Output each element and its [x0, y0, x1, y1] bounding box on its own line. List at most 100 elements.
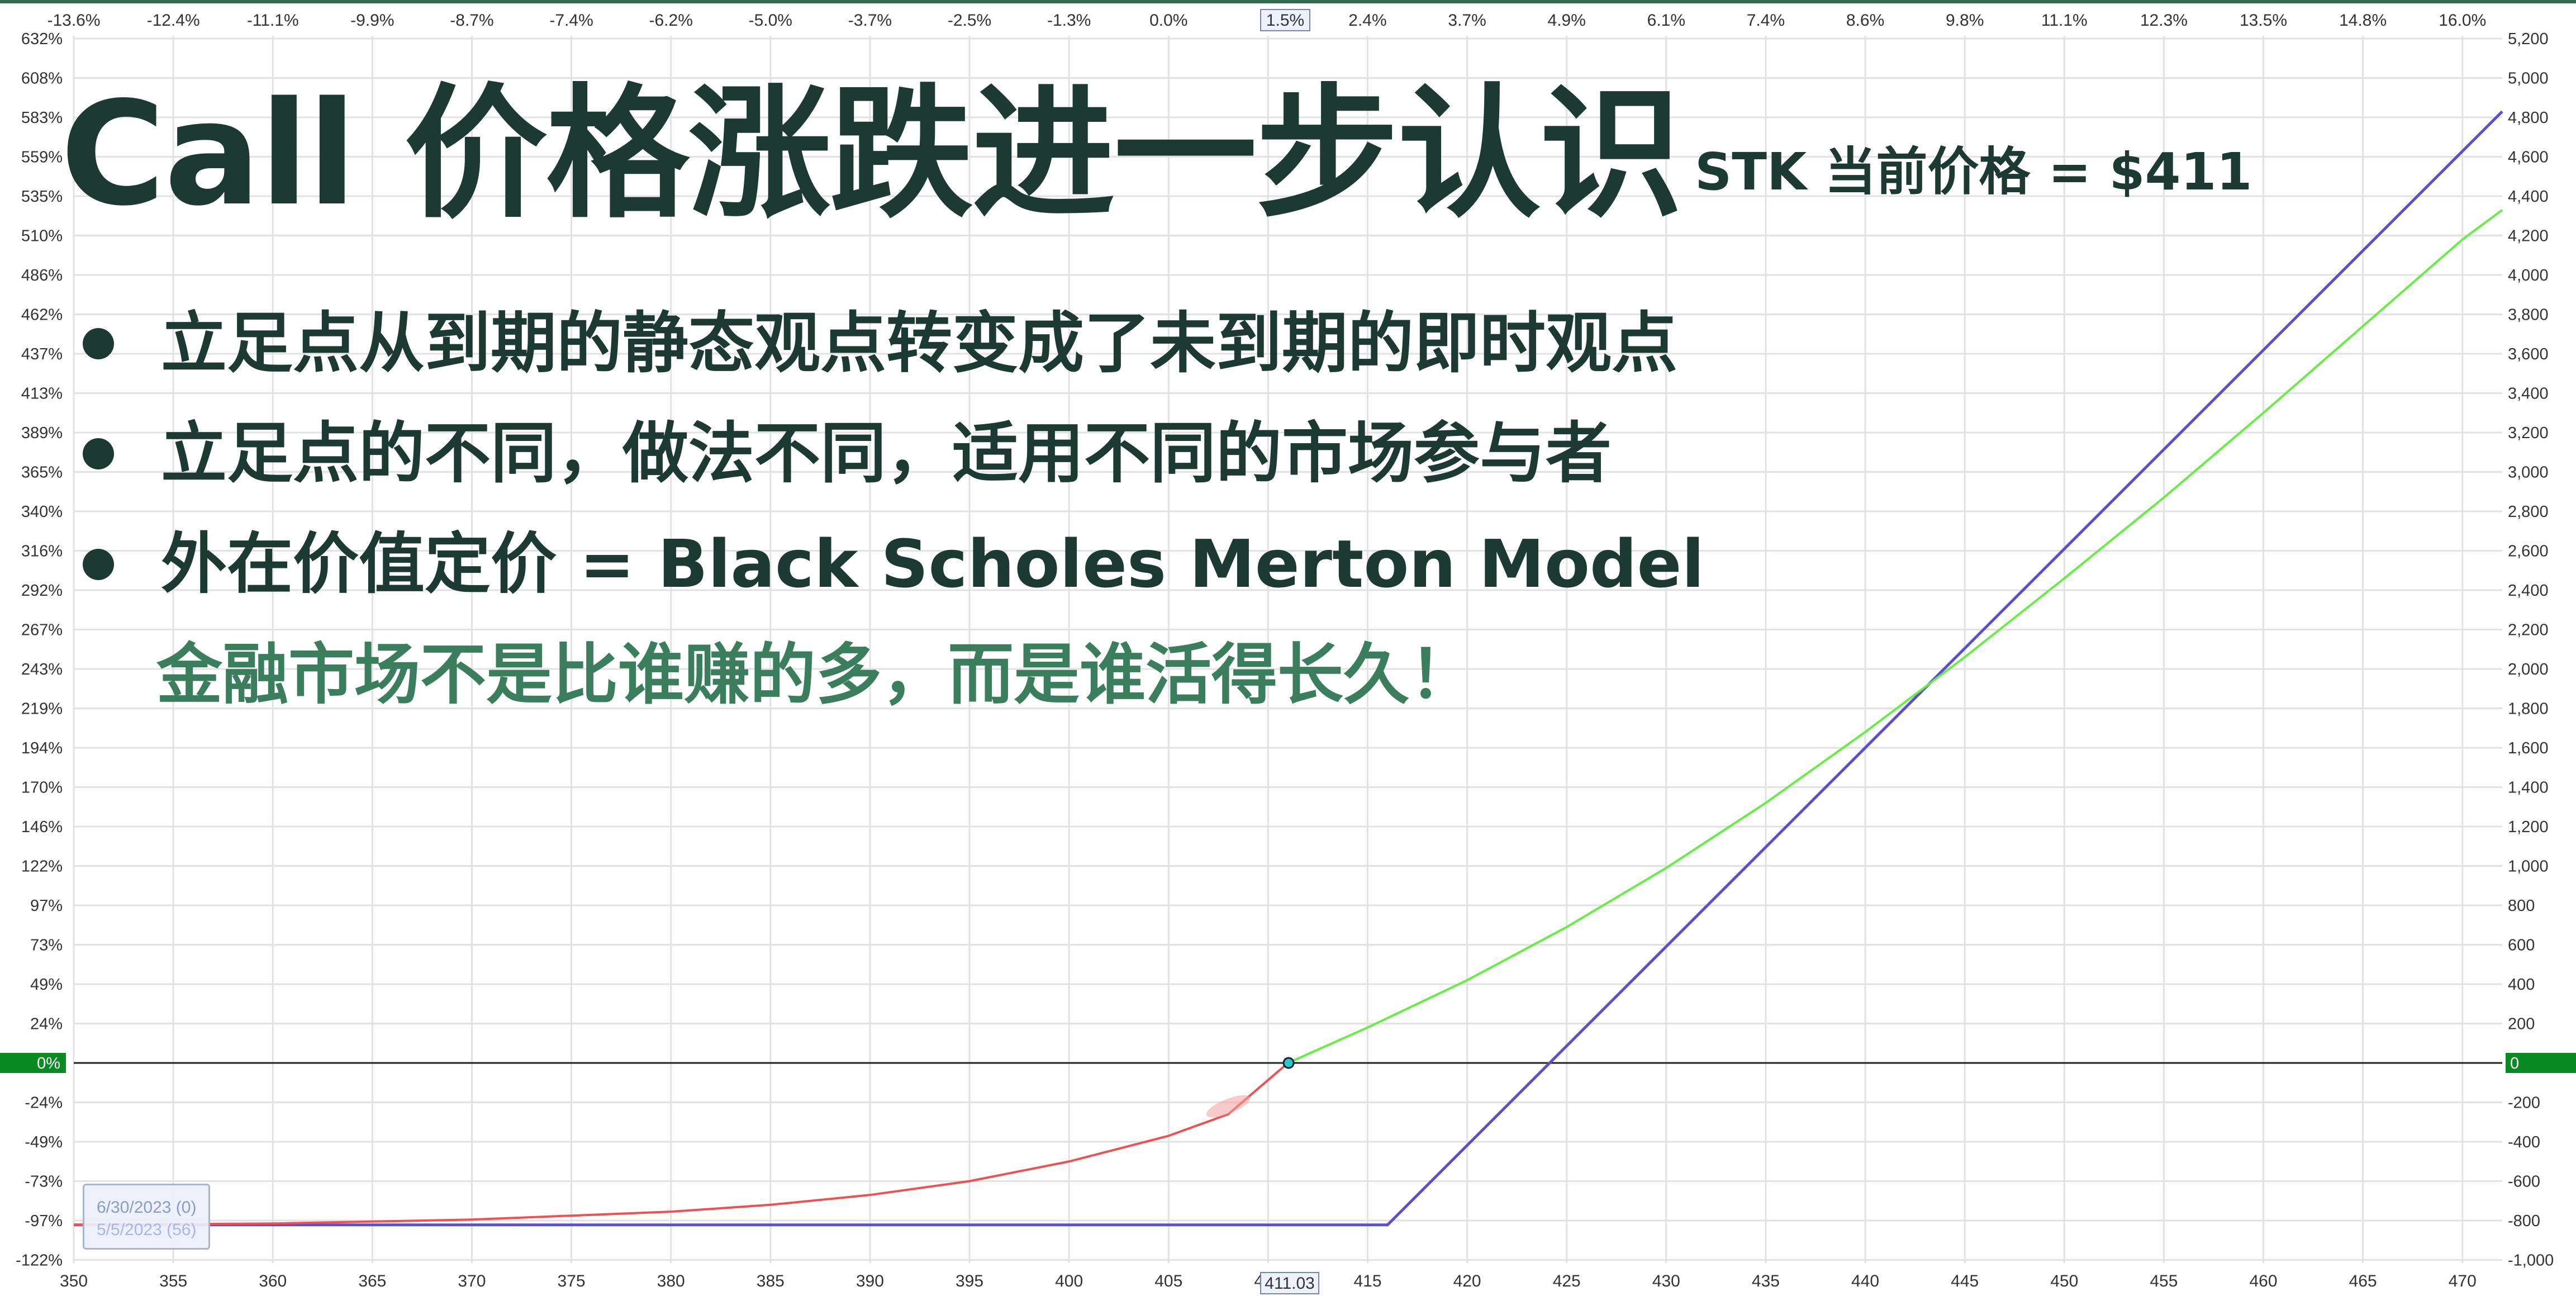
y-left-tick-label: 122% [21, 858, 63, 876]
y-left-tick-label: 437% [21, 345, 63, 363]
bullet-dot-icon [83, 548, 114, 580]
top-tick-label: 0.0% [1149, 11, 1187, 30]
top-border [0, 0, 2576, 3]
y-left-zero-label: 0% [37, 1055, 60, 1072]
y-left-tick-label: -24% [25, 1094, 63, 1112]
x-tick-label: 375 [558, 1272, 586, 1290]
y-left-tick-label: -49% [25, 1133, 63, 1151]
x-tick-label: 385 [757, 1272, 785, 1290]
y-right-tick-label: -400 [2508, 1133, 2540, 1151]
x-tick-label: 430 [1652, 1272, 1680, 1290]
x-tick-label: 390 [856, 1272, 884, 1290]
x-tick-label: 455 [2150, 1272, 2178, 1290]
x-tick-label: 460 [2249, 1272, 2277, 1290]
y-left-tick-label: 73% [30, 937, 63, 955]
y-left-tick-label: 219% [21, 700, 63, 718]
cursor-pct-box [1260, 9, 1310, 31]
y-right-tick-label: 2,000 [2508, 661, 2549, 678]
cursor-price-box [1260, 1272, 1320, 1294]
y-right-tick-label: 3,800 [2508, 306, 2549, 324]
top-tick-label: 4.9% [1548, 11, 1586, 30]
top-tick-label: 8.6% [1846, 11, 1884, 30]
y-right-tick-label: 4,400 [2508, 188, 2549, 206]
y-right-tick-label: 2,400 [2508, 582, 2549, 600]
top-tick-label: 3.7% [1448, 11, 1486, 30]
y-right-tick-label: 4,200 [2508, 227, 2549, 245]
y-right-tick-label: -200 [2508, 1094, 2540, 1112]
y-right-tick-label: 400 [2508, 976, 2535, 994]
series-line-expiry [74, 110, 2503, 1227]
y-left-tick-label: 535% [21, 188, 63, 206]
top-tick-label: -11.1% [247, 11, 299, 30]
y-left-tick-label: 510% [21, 227, 63, 245]
x-tick-label: 435 [1752, 1272, 1780, 1290]
top-tick-label: -12.4% [147, 11, 200, 30]
top-tick-label: -3.7% [848, 11, 892, 30]
y-right-tick-label: 2,200 [2508, 621, 2549, 639]
current-price-marker [1282, 1057, 1295, 1069]
y-left-tick-label: 170% [21, 779, 63, 797]
top-tick-label: 14.8% [2339, 11, 2387, 30]
x-tick-label: 445 [1951, 1272, 1979, 1290]
y-right-tick-label: 600 [2508, 937, 2535, 955]
page-title: Call 价格涨跌进一步认识 [60, 71, 1683, 238]
x-tick-label: 465 [2349, 1272, 2377, 1290]
top-tick-label: 7.4% [1747, 11, 1785, 30]
y-left-tick-label: 146% [21, 818, 63, 836]
x-tick-label: 360 [259, 1272, 287, 1290]
series-line-current-loss [73, 1062, 1289, 1226]
y-left-tick-label: 194% [21, 739, 63, 757]
y-right-tick-label: 5,000 [2508, 70, 2549, 88]
y-left-tick-label: 267% [21, 621, 63, 639]
bullet-dot-icon [83, 438, 114, 469]
cursor-price-label: 411.03 [1265, 1274, 1315, 1293]
x-tick-label: 355 [159, 1272, 187, 1290]
y-left-tick-label: 608% [21, 70, 63, 88]
x-tick-label: 450 [2050, 1272, 2078, 1290]
x-tick-label: 470 [2449, 1272, 2477, 1290]
y-right-tick-label: 5,200 [2508, 30, 2549, 48]
y-left-tick-label: 389% [21, 424, 63, 442]
x-tick-label: 370 [458, 1272, 486, 1290]
y-right-tick-label: 2,800 [2508, 503, 2549, 521]
x-tick-label: 395 [956, 1272, 983, 1290]
y-right-tick-label: 3,200 [2508, 424, 2549, 442]
bullet-item: 外在价值定价 = Black Scholes Merton Model [83, 531, 1704, 597]
legend-entry-current: 5/5/2023 (56) [97, 1221, 197, 1239]
x-tick-label: 365 [358, 1272, 386, 1290]
series-line-current-profit [1287, 209, 2503, 1064]
chart-legend[interactable]: 6/30/2023 (0) 5/5/2023 (56) [83, 1184, 210, 1250]
y-right-tick-label: -600 [2508, 1173, 2540, 1191]
y-left-tick-label: 365% [21, 464, 63, 482]
y-right-tick-label: 4,600 [2508, 149, 2549, 167]
x-tick-label: 420 [1453, 1272, 1481, 1290]
top-tick-label: -9.9% [350, 11, 394, 30]
y-right-tick-label: 1,000 [2508, 858, 2549, 876]
bullet-text: 外在价值定价 = Black Scholes Merton Model [161, 525, 1704, 602]
top-tick-label: 9.8% [1946, 11, 1984, 30]
y-left-tick-label: -122% [16, 1252, 63, 1270]
zero-band-right [2506, 1053, 2576, 1073]
bullet-item: 立足点从到期的静态观点转变成了未到期的即时观点 [83, 310, 1677, 376]
x-tick-label: 400 [1055, 1272, 1083, 1290]
y-right-tick-label: 2,600 [2508, 543, 2549, 561]
y-right-tick-label: 3,600 [2508, 345, 2549, 363]
y-right-zero-label: 0 [2510, 1055, 2519, 1072]
y-left-tick-label: 340% [21, 503, 63, 521]
y-right-tick-label: 3,400 [2508, 385, 2549, 403]
top-tick-label: -1.3% [1047, 11, 1091, 30]
y-left-tick-label: 462% [21, 306, 63, 324]
y-left-tick-label: -97% [25, 1212, 63, 1230]
y-right-tick-label: 1,600 [2508, 739, 2549, 757]
legend-entry-expiry: 6/30/2023 (0) [97, 1198, 197, 1217]
top-tick-label: -5.0% [749, 11, 792, 30]
top-tick-label: 13.5% [2240, 11, 2287, 30]
x-tick-label: 350 [60, 1272, 88, 1290]
top-tick-label: 16.0% [2439, 11, 2486, 30]
y-right-tick-label: 4,800 [2508, 109, 2549, 127]
y-left-tick-label: 243% [21, 661, 63, 678]
top-tick-label: 12.3% [2140, 11, 2188, 30]
cursor-pct-label: 1.5% [1266, 11, 1304, 30]
x-tick-label: 425 [1553, 1272, 1581, 1290]
